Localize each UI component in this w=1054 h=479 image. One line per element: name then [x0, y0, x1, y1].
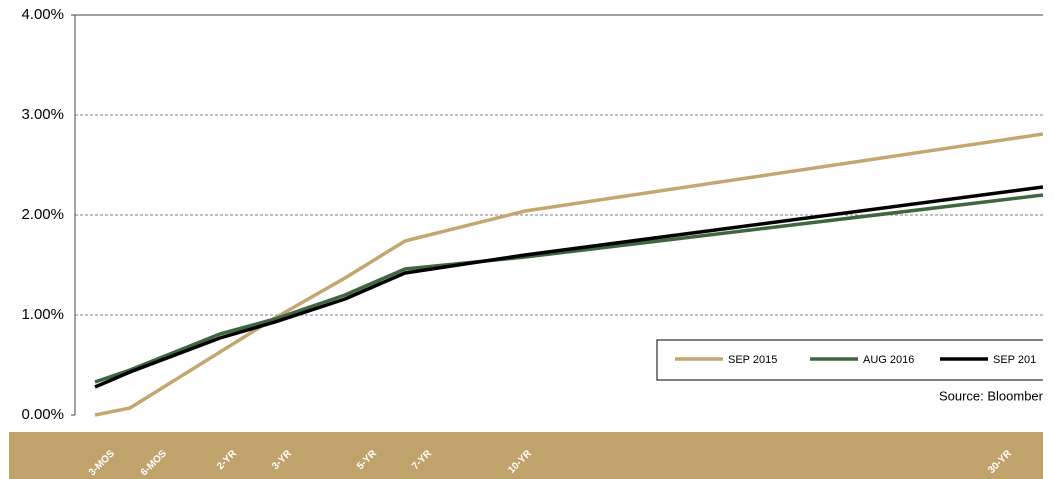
y-tick-label: 3.00% [21, 106, 64, 123]
y-tick-label: 4.00% [21, 6, 64, 23]
series-line [94, 185, 1043, 389]
series-line [94, 132, 1043, 417]
y-tick-label: 1.00% [21, 306, 64, 323]
x-axis-band [9, 432, 1043, 479]
y-tick-label: 0.00% [21, 406, 64, 423]
source-note: Source: Bloomber [939, 388, 1044, 403]
legend-label: SEP 201 [993, 354, 1036, 366]
y-tick-label: 2.00% [21, 206, 64, 223]
legend-label: AUG 2016 [863, 354, 914, 366]
legend-label: SEP 2015 [728, 354, 777, 366]
